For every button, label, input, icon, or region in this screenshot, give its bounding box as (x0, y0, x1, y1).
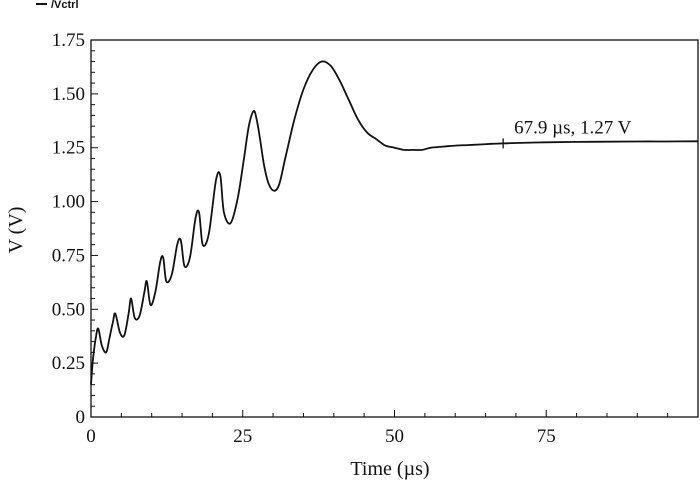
legend: /Vctrl (36, 0, 79, 11)
x-tick-label: 75 (537, 426, 556, 447)
annotation-layer: 67.9 µs, 1.27 V (498, 117, 632, 149)
y-tick-label: 0.75 (52, 245, 85, 266)
marker-annotation: 67.9 µs, 1.27 V (514, 117, 631, 138)
y-tick-label: 0 (76, 407, 86, 428)
series-line-vctrl (90, 60, 699, 385)
x-axis-label: Time (µs) (350, 458, 429, 480)
x-axis-ticks: 0 25 50 75 (86, 410, 699, 447)
y-tick-label: 0.25 (52, 353, 85, 374)
y-axis-ticks: 0 0.25 0.50 0.75 1.00 1.25 1.50 1.75 (52, 30, 98, 428)
series-layer (90, 60, 699, 385)
y-tick-label: 1.25 (52, 138, 85, 159)
x-tick-label: 25 (233, 426, 252, 447)
x-tick-label: 0 (86, 426, 96, 447)
plot-frame (90, 39, 699, 418)
legend-label: /Vctrl (51, 0, 79, 11)
y-tick-label: 1.75 (52, 30, 85, 51)
y-tick-label: 1.00 (52, 192, 85, 213)
y-tick-label: 1.50 (52, 84, 85, 105)
y-axis-label: V (V) (5, 207, 27, 254)
x-tick-label: 50 (385, 426, 404, 447)
y-tick-label: 0.50 (52, 299, 85, 320)
